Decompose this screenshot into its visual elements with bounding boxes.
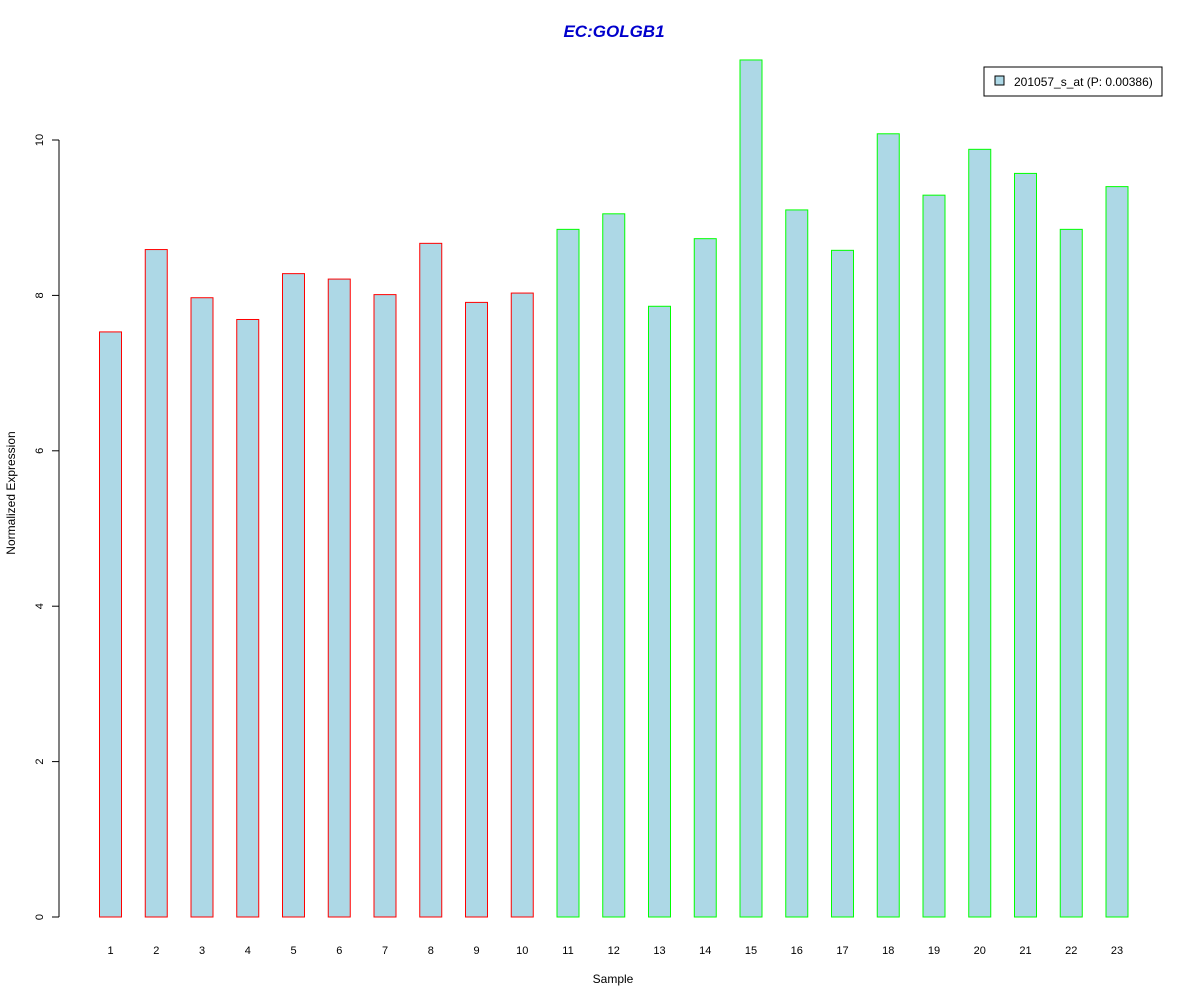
bar-sample-15 [739,59,763,918]
x-tick-label: 18 [882,945,894,957]
bar-sample-16 [785,209,809,918]
legend: 201057_s_at (P: 0.00386) [983,66,1163,97]
bar-sample-5 [282,273,305,918]
legend-label: 201057_s_at (P: 0.00386) [1014,75,1153,89]
x-tick-label: 20 [974,945,986,957]
y-tick-label: 4 [34,603,46,609]
y-tick-label: 10 [34,134,46,146]
x-tick-label: 10 [516,945,528,957]
x-tick-label: 2 [153,945,159,957]
x-axis-tick-labels: 1 2 3 4 5 6 7 8 9 10 11 12 13 14 15 16 17 18 19 20 21 22 23 [107,945,1123,957]
x-tick-label: 19 [928,945,940,957]
x-tick-label: 14 [699,945,711,957]
bar-sample-10 [510,292,534,918]
bar-sample-7 [373,294,397,918]
x-tick-label: 11 [562,945,573,957]
bar-sample-13 [648,305,671,918]
x-axis-label: Sample [593,972,634,986]
x-tick-label: 23 [1111,945,1123,957]
x-tick-label: 7 [382,945,388,957]
y-tick-label: 2 [34,759,46,765]
bars [99,59,1129,918]
bar-sample-1 [99,331,122,918]
x-tick-label: 4 [245,945,251,957]
bar-sample-19 [922,194,946,918]
x-tick-label: 15 [745,945,757,957]
bar-sample-3 [190,297,214,918]
x-tick-label: 12 [608,945,620,957]
bar-sample-8 [419,242,443,918]
x-tick-label: 8 [428,945,434,957]
bar-sample-14 [693,238,717,918]
legend-swatch [994,75,1005,86]
x-tick-label: 21 [1019,945,1031,957]
bar-sample-4 [236,318,260,918]
x-tick-label: 13 [653,945,665,957]
x-tick-label: 6 [336,945,342,957]
y-tick-label: 8 [34,292,46,298]
x-tick-label: 17 [836,945,848,957]
y-tick-label: 6 [34,448,46,454]
bar-sample-11 [556,228,580,918]
bar-sample-17 [831,249,854,918]
bar-sample-12 [602,213,626,918]
bar-sample-22 [1059,228,1083,918]
bar-sample-20 [968,148,992,918]
legend-box [983,66,1163,97]
bar-sample-18 [876,133,900,918]
x-tick-label: 1 [107,945,113,957]
bar-sample-9 [465,301,488,918]
chart-title: EC:GOLGB1 [563,22,664,41]
y-tick-label: 0 [34,914,46,920]
bar-sample-2 [144,249,168,918]
x-tick-label: 22 [1065,945,1077,957]
x-tick-label: 5 [290,945,296,957]
x-tick-label: 16 [791,945,803,957]
bar-sample-21 [1014,172,1037,918]
x-tick-label: 3 [199,945,205,957]
x-tick-label: 9 [473,945,479,957]
bar-sample-23 [1105,186,1129,918]
bar-sample-6 [327,278,351,918]
y-axis-label: Normalized Expression [4,431,18,554]
y-axis: 0 2 4 6 8 10 [34,134,60,920]
